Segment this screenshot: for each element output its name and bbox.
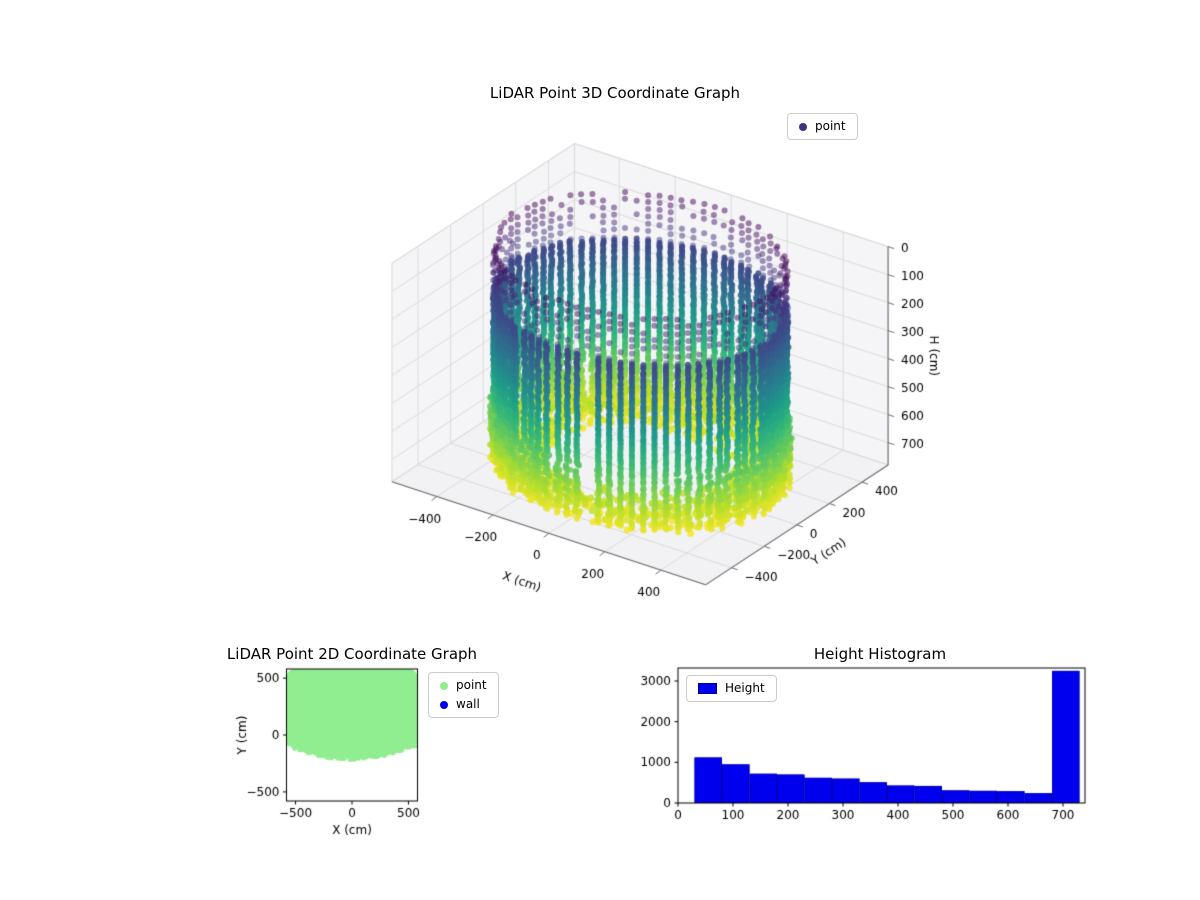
plot2d-title: LiDAR Point 2D Coordinate Graph xyxy=(226,645,478,663)
plot3d-title: LiDAR Point 3D Coordinate Graph xyxy=(489,84,741,102)
legend-item-wall: wall xyxy=(440,697,487,712)
legend-label-point: point xyxy=(815,119,846,133)
histogram-title: Height Histogram xyxy=(813,645,947,663)
legend-item-height: Height xyxy=(698,681,765,696)
legend-label-point: point xyxy=(456,678,487,692)
legend-label-height: Height xyxy=(725,681,765,695)
plot3d-legend: point xyxy=(787,113,858,140)
point-marker-icon xyxy=(440,681,448,690)
point-marker-icon xyxy=(799,122,807,131)
height-swatch-icon xyxy=(698,683,717,694)
histogram-legend: Height xyxy=(686,675,777,702)
plot2d-legend: point wall xyxy=(428,672,499,718)
legend-item-point: point xyxy=(799,119,846,134)
legend-label-wall: wall xyxy=(456,697,480,711)
wall-marker-icon xyxy=(440,700,448,709)
legend-item-point: point xyxy=(440,678,487,693)
